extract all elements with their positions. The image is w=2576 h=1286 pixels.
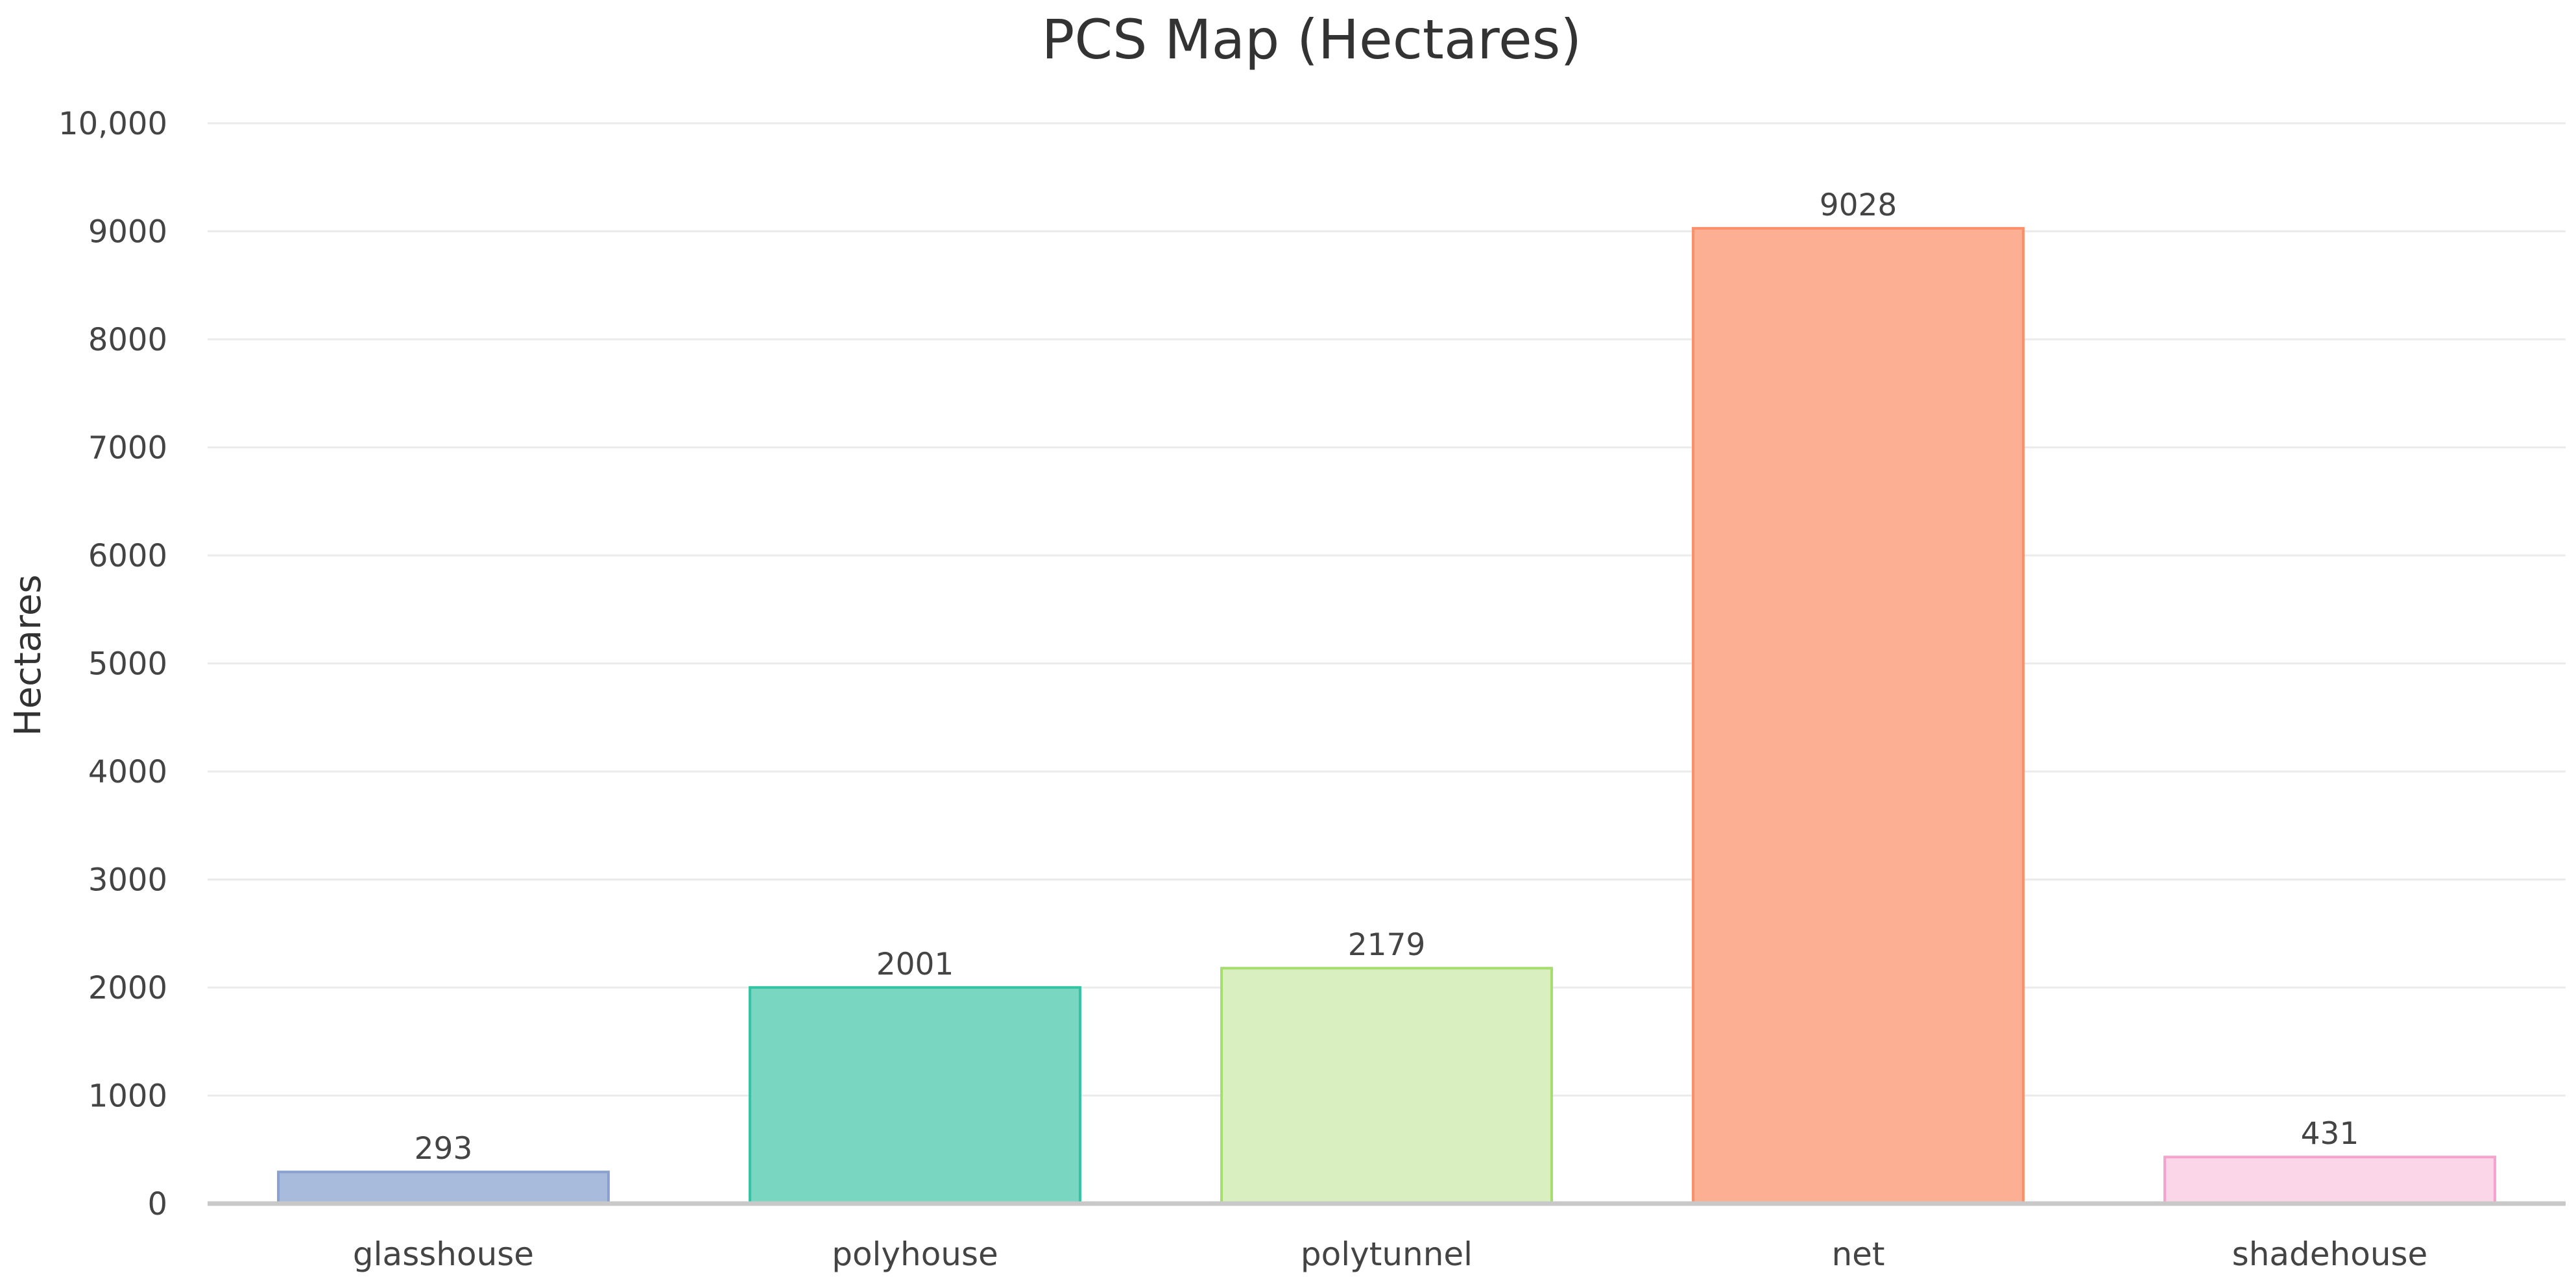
x-axis-ticks: glasshouse polyhouse polytunnel net shadehou…: [353, 1235, 2427, 1273]
data-label-glasshouse: 293: [415, 1131, 473, 1167]
y-tick-label: 2000: [88, 970, 167, 1006]
bar-shadehouse[interactable]: [2163, 1156, 2496, 1206]
data-label-polytunnel: 2179: [1348, 927, 1426, 963]
x-tick-label-glasshouse: glasshouse: [353, 1235, 534, 1273]
y-tick-label: 8000: [88, 322, 167, 358]
bar-polyhouse[interactable]: [749, 986, 1081, 1205]
bar-net[interactable]: [1692, 226, 2025, 1205]
y-tick-label: 7000: [88, 430, 167, 467]
y-axis-ticks: 0 1000 2000 3000 4000 5000 6000 7000 8000 9000 10,…: [58, 106, 167, 1222]
data-label-net: 9028: [1820, 188, 1897, 223]
y-tick-label: 0: [147, 1186, 167, 1222]
y-tick-label: 9000: [88, 214, 167, 250]
data-labels: 293 2001 2179 9028 431: [415, 188, 2359, 1167]
x-tick-label-shadehouse: shadehouse: [2232, 1235, 2428, 1273]
y-tick-label: 6000: [88, 538, 167, 574]
y-tick-label: 1000: [88, 1078, 167, 1115]
gridlines: [208, 122, 2566, 1097]
y-tick-label: 5000: [88, 646, 167, 683]
y-tick-label: 4000: [88, 754, 167, 790]
bar-polytunnel[interactable]: [1220, 967, 1553, 1206]
y-axis-label: Hectares: [7, 574, 49, 736]
bars: [277, 226, 2496, 1206]
data-label-polyhouse: 2001: [876, 947, 954, 982]
y-tick-label: 10,000: [58, 106, 167, 142]
bar-glasshouse[interactable]: [277, 1171, 610, 1205]
data-label-shadehouse: 431: [2301, 1116, 2359, 1152]
chart-title: PCS Map (Hectares): [1042, 8, 1582, 71]
x-tick-label-polytunnel: polytunnel: [1301, 1235, 1473, 1273]
y-tick-label: 3000: [88, 862, 167, 899]
x-tick-label-net: net: [1831, 1235, 1884, 1273]
x-tick-label-polyhouse: polyhouse: [832, 1235, 998, 1273]
